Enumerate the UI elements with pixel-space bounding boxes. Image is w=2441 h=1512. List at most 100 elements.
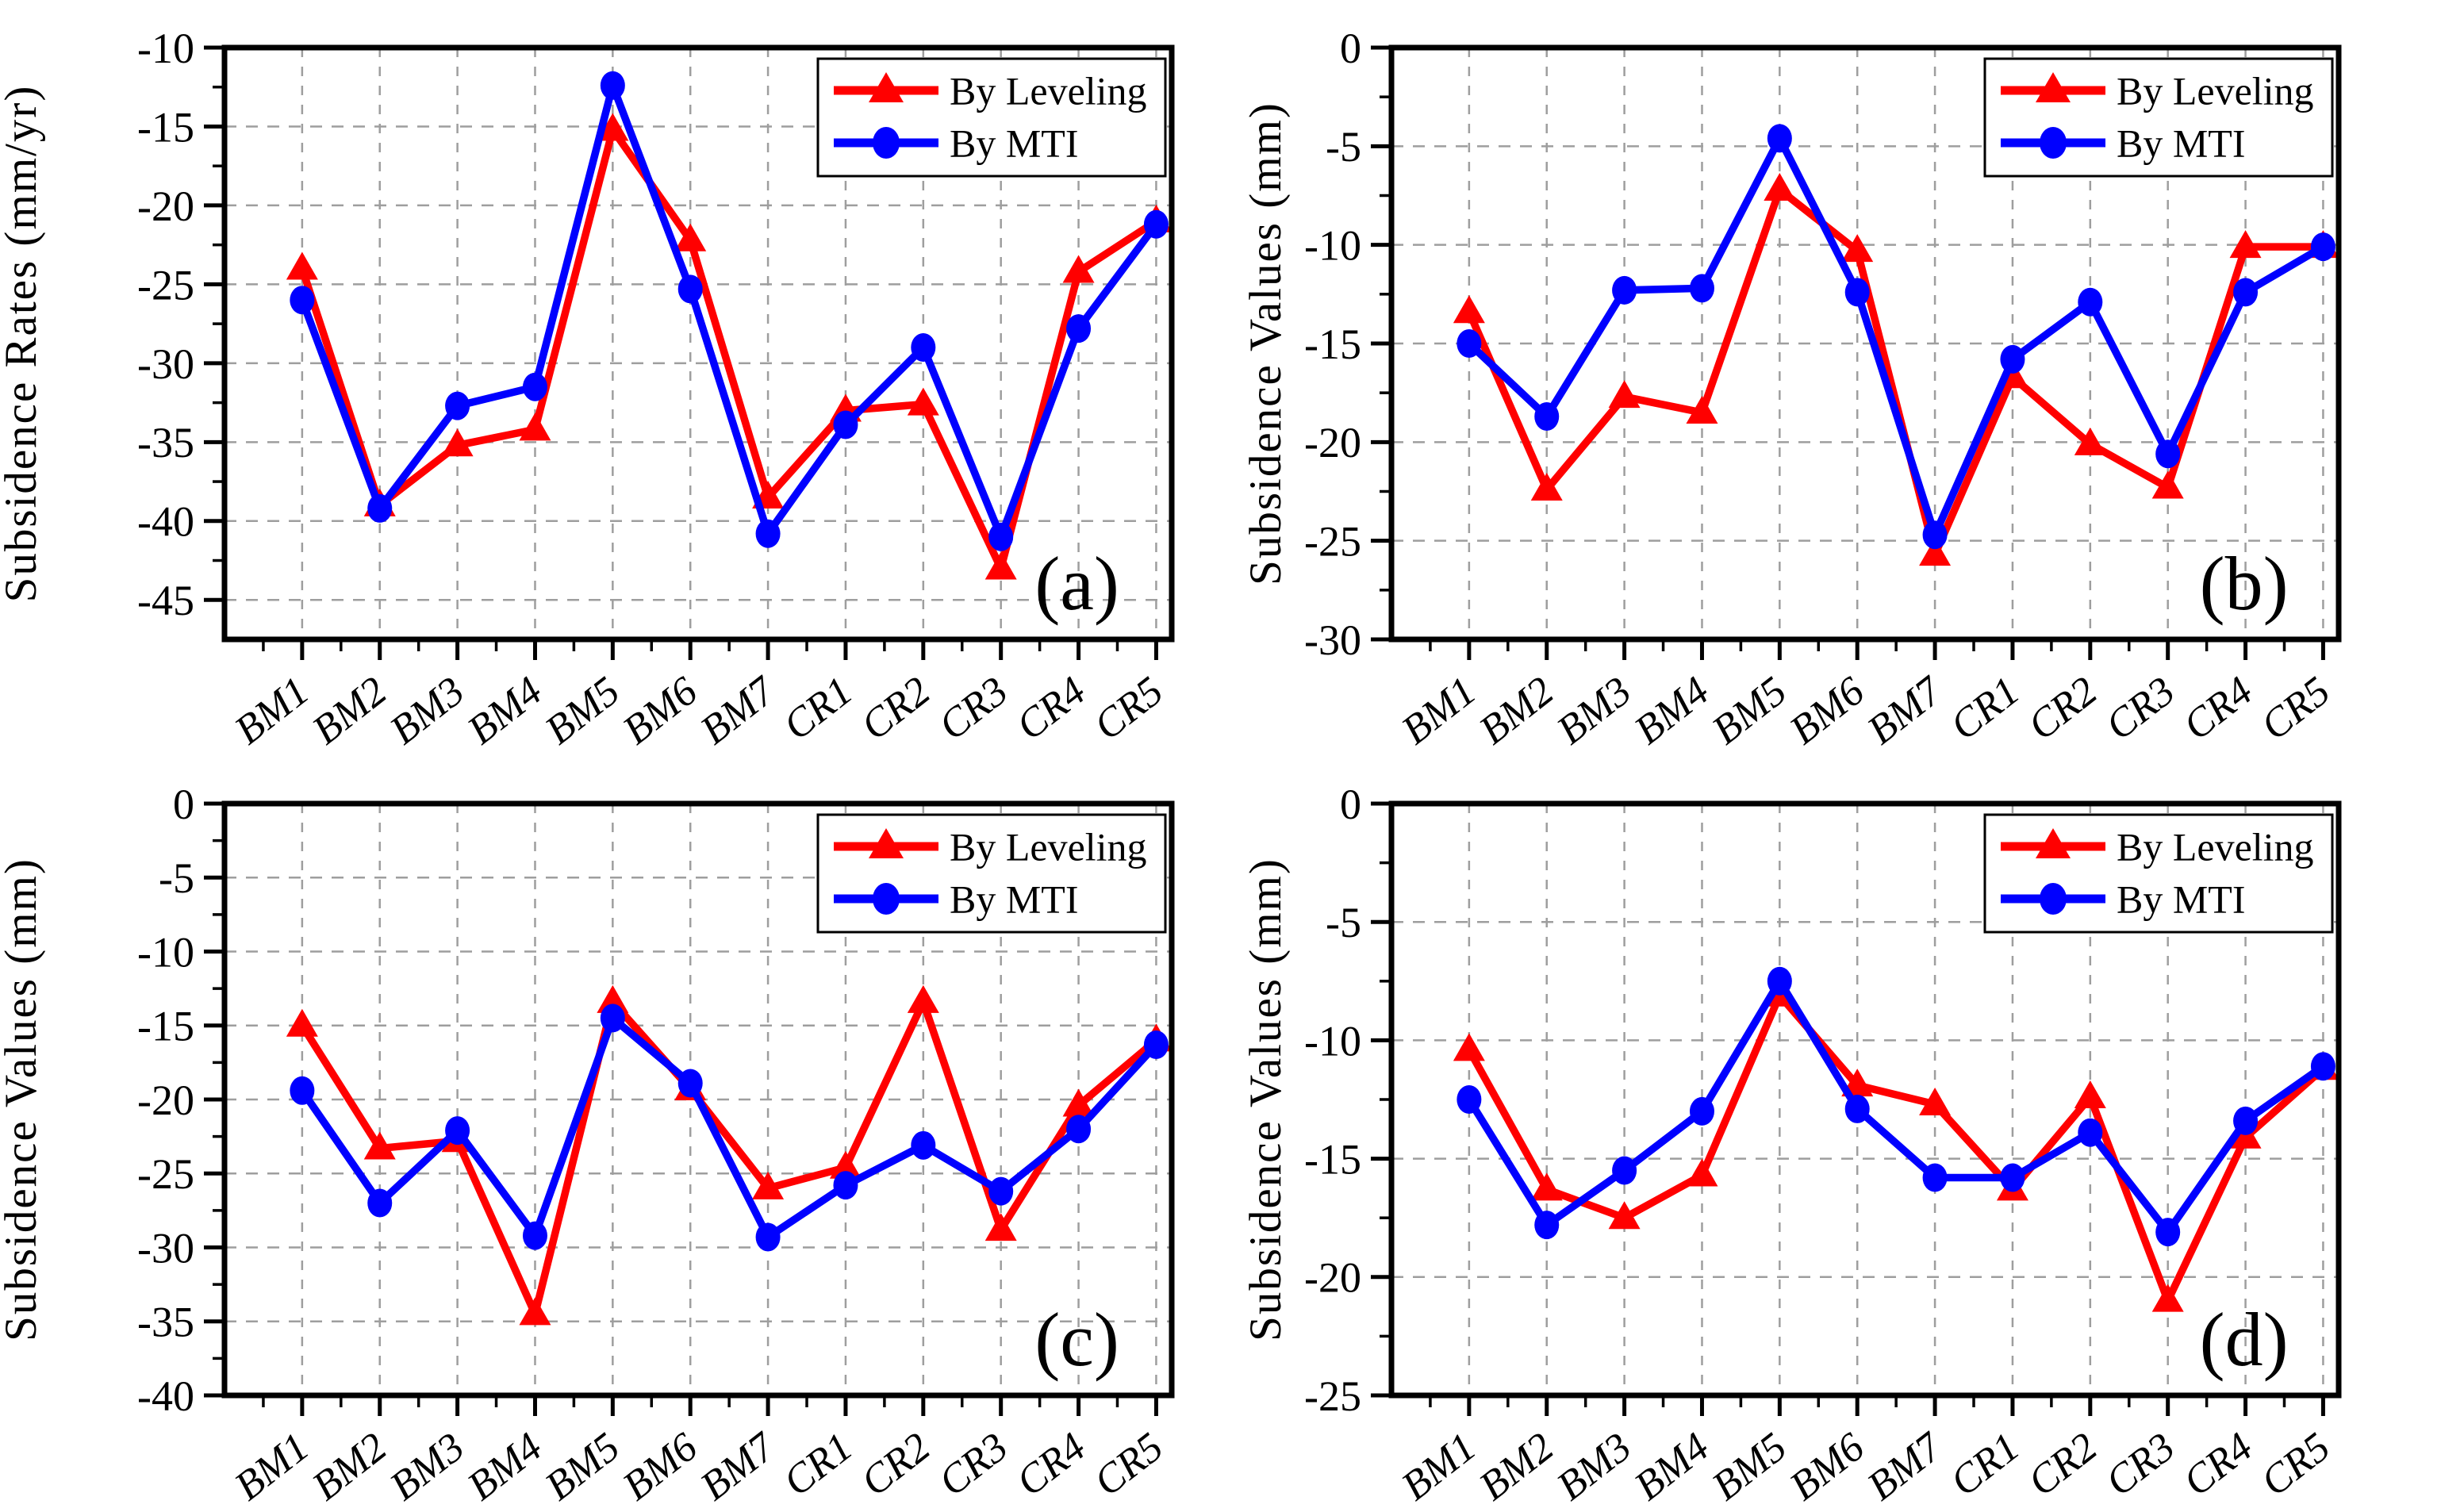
circle-marker <box>988 1176 1014 1206</box>
panel-letter: (c) <box>1034 1297 1119 1382</box>
series-mti-markers <box>1457 124 2335 550</box>
circle-marker <box>1612 1156 1637 1185</box>
y-tick-label: -5 <box>1326 123 1361 171</box>
circle-marker <box>677 1069 703 1098</box>
legend-circle-marker <box>2040 127 2067 159</box>
circle-marker <box>1922 520 1948 550</box>
y-tick-label: -10 <box>1304 1017 1361 1065</box>
circle-marker <box>911 332 936 362</box>
circle-marker <box>445 391 470 420</box>
series-leveling-markers <box>1453 173 2339 566</box>
legend-label-mti: By MTI <box>2117 121 2246 166</box>
circle-marker <box>2233 278 2259 307</box>
circle-marker <box>600 71 625 100</box>
y-axis-ticks: -10 -15 -20 -25 -30 -35 -40 -45 <box>137 25 225 624</box>
triangle-marker <box>286 251 318 280</box>
circle-marker <box>1844 278 1870 307</box>
triangle-marker <box>519 1297 551 1326</box>
legend-label-mti: By MTI <box>950 877 1079 922</box>
y-axis-title: Subsidence Values (mm) <box>1241 858 1291 1341</box>
series-mti-line <box>1465 973 2326 1239</box>
y-tick-label: 0 <box>173 781 194 828</box>
triangle-marker <box>907 387 939 416</box>
y-tick-label: -10 <box>137 928 194 976</box>
plot-frame <box>221 44 1175 643</box>
legend-triangle-marker <box>869 72 904 102</box>
y-tick-label: -25 <box>1304 1372 1361 1420</box>
triangle-marker <box>984 551 1017 580</box>
y-tick-label: -10 <box>137 25 194 72</box>
y-axis-title: Subsidence Values (mm) <box>1241 102 1291 585</box>
panel-d-chart: 0-5-10-15-20-25BM1BM2BM3BM4BM5BM6BM7CR1C… <box>1221 756 2441 1512</box>
triangle-marker <box>1530 1172 1563 1201</box>
panel-letter: (b) <box>2200 541 2289 626</box>
circle-marker <box>445 1116 470 1146</box>
circle-marker <box>755 1222 781 1252</box>
circle-marker <box>1143 1030 1169 1059</box>
series-mti-markers <box>290 71 1169 551</box>
y-tick-label: -25 <box>137 261 194 309</box>
legend-circle-marker <box>2040 883 2067 915</box>
triangle-marker <box>984 1213 1017 1241</box>
series-mti-line <box>1466 129 2325 546</box>
legend-box <box>1983 57 2334 178</box>
legend: By Leveling By MTI <box>816 57 1167 178</box>
triangle-marker <box>1062 255 1095 283</box>
legend-label-leveling: By Leveling <box>2117 825 2314 869</box>
circle-marker <box>600 1004 625 1033</box>
triangle-marker <box>441 428 474 457</box>
circle-marker <box>1612 275 1637 305</box>
y-tick-label: -25 <box>137 1150 194 1198</box>
legend-triangle-marker <box>2036 72 2071 102</box>
circle-marker <box>290 1076 315 1105</box>
circle-marker <box>1689 274 1714 303</box>
circle-marker <box>1767 966 1792 996</box>
triangle-marker <box>1686 1158 1718 1187</box>
circle-marker <box>1143 209 1169 239</box>
circle-marker <box>1066 314 1092 343</box>
circle-marker <box>522 372 547 401</box>
circle-marker <box>677 274 703 304</box>
y-tick-label: -30 <box>137 340 194 388</box>
circle-marker <box>1066 1115 1092 1144</box>
circle-marker <box>833 1171 858 1200</box>
circle-marker <box>2310 232 2335 262</box>
y-tick-label: -40 <box>137 1372 194 1420</box>
circle-marker <box>522 1221 547 1250</box>
series-mti-line <box>298 1011 1159 1244</box>
legend-box <box>816 57 1167 178</box>
legend: By Leveling By MTI <box>816 813 1167 934</box>
y-tick-label: -20 <box>1304 419 1361 466</box>
series-mti-line <box>298 73 1160 547</box>
y-tick-label: -30 <box>1304 616 1361 664</box>
legend-box <box>816 813 1167 934</box>
legend: By Leveling By MTI <box>1983 57 2334 178</box>
legend-triangle-marker <box>869 828 904 858</box>
triangle-marker <box>597 113 629 141</box>
triangle-marker <box>1608 380 1641 409</box>
triangle-marker <box>519 413 551 441</box>
triangle-marker <box>1453 295 1485 324</box>
y-axis-ticks: 0 -5 -10 -15 -20 -25 -30 <box>1304 25 1391 664</box>
y-tick-label: -20 <box>1304 1254 1361 1302</box>
y-axis-title: Subsidence Values (mm) <box>0 858 46 1341</box>
y-tick-label: 0 <box>1340 781 1361 828</box>
triangle-marker <box>2074 427 2106 455</box>
triangle-marker <box>674 223 707 251</box>
y-axis-ticks: 0 -5 -10 -15 -20 -25 <box>1304 781 1391 1420</box>
circle-marker <box>1457 329 1482 358</box>
triangle-marker <box>2151 470 2184 499</box>
circle-marker <box>1457 1085 1482 1114</box>
y-tick-label: -20 <box>137 1076 194 1124</box>
y-axis-title: Subsidence Rates (mm/yr) <box>0 85 46 603</box>
legend-circle-marker <box>873 883 900 915</box>
legend-triangle-marker <box>2036 828 2071 858</box>
triangle-marker <box>2151 1284 2184 1312</box>
circle-marker <box>988 522 1014 551</box>
series-mti-markers <box>290 1004 1169 1252</box>
triangle-marker <box>1453 1033 1485 1061</box>
series-mti-markers <box>1457 966 2335 1247</box>
legend-box <box>1983 813 2334 934</box>
circle-marker <box>2078 287 2103 317</box>
